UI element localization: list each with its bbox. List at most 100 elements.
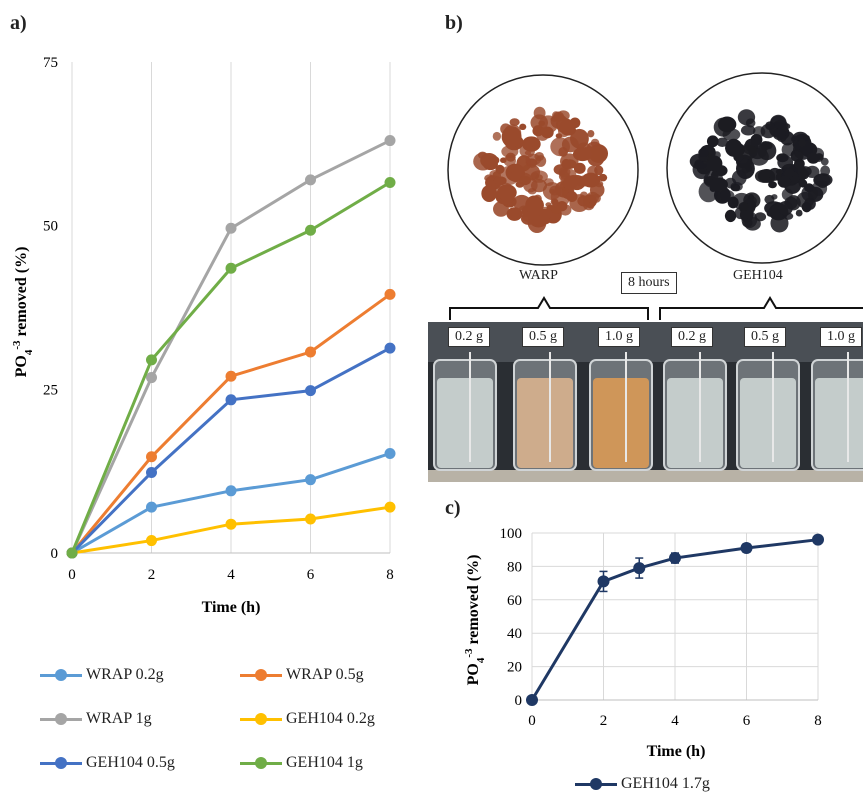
granule bbox=[518, 175, 531, 186]
granule bbox=[724, 209, 737, 223]
granule bbox=[765, 121, 775, 131]
granule bbox=[563, 175, 578, 190]
granule bbox=[725, 138, 743, 157]
granule bbox=[813, 173, 833, 187]
x-tick-label: 2 bbox=[600, 713, 608, 729]
granule bbox=[798, 138, 806, 148]
granule bbox=[770, 115, 787, 129]
granule bbox=[492, 131, 502, 141]
mass-label: 1.0 g bbox=[820, 327, 862, 347]
y-tick-label: 50 bbox=[43, 219, 58, 235]
granule bbox=[716, 137, 729, 147]
legend-item: GEH104 0.5g bbox=[40, 754, 175, 772]
legend-line bbox=[240, 756, 282, 769]
granule bbox=[519, 123, 527, 130]
granule bbox=[512, 127, 519, 134]
data-point bbox=[384, 288, 396, 300]
beaker-liquid bbox=[593, 378, 649, 468]
panel-c-label: c) bbox=[445, 497, 461, 519]
data-point bbox=[384, 342, 396, 354]
warp-label: WARP bbox=[519, 268, 558, 283]
granule bbox=[595, 175, 603, 181]
x-tick-label: 6 bbox=[743, 713, 751, 729]
geh-brace bbox=[659, 296, 863, 320]
granule bbox=[719, 189, 735, 202]
beakers bbox=[433, 352, 863, 471]
mass-label: 0.5 g bbox=[744, 327, 786, 347]
legend-line bbox=[40, 712, 82, 725]
data-point bbox=[146, 466, 157, 478]
legend-line bbox=[40, 668, 82, 681]
x-tick-label: 2 bbox=[148, 567, 156, 583]
granule bbox=[778, 200, 793, 216]
mass-label: 1.0 g bbox=[598, 327, 640, 347]
data-point bbox=[146, 354, 157, 366]
warp-media-circle bbox=[447, 74, 639, 266]
legend-label: WRAP 0.5g bbox=[286, 666, 364, 683]
granule bbox=[535, 127, 550, 141]
y-tick-label: 25 bbox=[43, 382, 58, 398]
granule bbox=[527, 188, 537, 195]
legend-label: WRAP 0.2g bbox=[86, 666, 164, 683]
chart-c: PO4-3 removed (%) Time (h) 0 20 40 60 80 100 0… bbox=[463, 526, 824, 760]
data-point bbox=[597, 575, 610, 588]
granule bbox=[737, 109, 756, 126]
chart-a-y-axis-label: PO4-3 removed (%) bbox=[11, 247, 35, 378]
granule bbox=[501, 145, 519, 158]
time-label: 8 hours bbox=[621, 272, 677, 294]
data-point bbox=[305, 224, 316, 236]
granule bbox=[777, 155, 794, 170]
chart-a-x-axis-label: Time (h) bbox=[202, 599, 261, 616]
y-tick-label: 60 bbox=[507, 593, 522, 609]
mass-label: 0.2 g bbox=[448, 327, 490, 347]
geh-label: GEH104 bbox=[733, 268, 783, 283]
legend-marker bbox=[55, 756, 67, 769]
data-point bbox=[66, 547, 78, 559]
mass-label: 0.5 g bbox=[522, 327, 564, 347]
granule bbox=[569, 194, 590, 213]
granule bbox=[744, 217, 761, 231]
granule bbox=[503, 155, 516, 167]
granule bbox=[594, 180, 604, 188]
data-point bbox=[526, 694, 538, 706]
granule bbox=[525, 195, 544, 215]
beaker-liquid bbox=[815, 378, 863, 468]
granule bbox=[731, 170, 747, 186]
granule bbox=[497, 184, 517, 201]
granule bbox=[509, 118, 520, 127]
granule bbox=[790, 175, 800, 184]
legend-marker bbox=[590, 777, 602, 790]
legend-marker bbox=[255, 756, 267, 769]
legend-label: GEH104 1g bbox=[286, 754, 363, 771]
legend-line bbox=[240, 668, 282, 681]
legend-item: WRAP 0.5g bbox=[240, 666, 364, 684]
legend-marker bbox=[55, 712, 67, 725]
data-point bbox=[305, 385, 316, 397]
legend-item: GEH104 1g bbox=[240, 754, 363, 772]
y-tick-label: 0 bbox=[515, 693, 523, 709]
granule bbox=[806, 152, 820, 164]
legend-item: GEH104 1.7g bbox=[575, 775, 710, 793]
legend-item: GEH104 0.2g bbox=[240, 710, 375, 728]
chart-c-x-axis-label: Time (h) bbox=[647, 743, 706, 760]
granule bbox=[481, 184, 497, 202]
legend-label: GEH104 0.2g bbox=[286, 710, 375, 727]
data-point bbox=[305, 474, 316, 486]
panel-b-label: b) bbox=[445, 12, 463, 34]
legend-label: GEH104 0.5g bbox=[86, 754, 175, 771]
granule bbox=[698, 147, 709, 158]
granule bbox=[772, 128, 786, 141]
granule bbox=[738, 202, 749, 212]
granule bbox=[771, 194, 778, 200]
granule bbox=[550, 198, 559, 205]
granule bbox=[572, 147, 592, 162]
legend-label: WRAP 1g bbox=[86, 710, 152, 727]
data-point bbox=[305, 174, 316, 186]
granule bbox=[820, 157, 829, 166]
data-point bbox=[225, 394, 237, 406]
legend-item: WRAP 0.2g bbox=[40, 666, 164, 684]
data-point bbox=[146, 501, 157, 513]
granule bbox=[807, 186, 824, 202]
data-point bbox=[384, 176, 396, 188]
chart-c-y-axis-label: PO4-3 removed (%) bbox=[463, 555, 487, 686]
